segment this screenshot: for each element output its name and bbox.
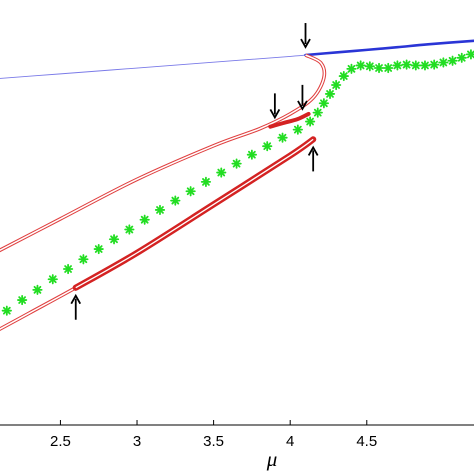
series-numerical-points — [1, 49, 474, 316]
data-point-star — [305, 116, 316, 127]
x-tick-label: 4 — [286, 433, 294, 450]
data-point-star — [124, 224, 135, 235]
data-point-star — [346, 63, 357, 74]
x-tick-label: 3 — [133, 433, 141, 450]
series-line-1 — [0, 54, 306, 79]
data-point-star — [324, 88, 336, 100]
data-point-star — [355, 60, 366, 71]
x-axis-label: μ — [266, 447, 278, 471]
plot-background — [0, 0, 474, 425]
data-point-star — [312, 107, 323, 118]
arrow-down-icon — [297, 84, 308, 111]
data-point-star — [17, 294, 28, 306]
data-point-star — [78, 254, 89, 265]
data-point-star — [338, 70, 349, 82]
data-point-star — [62, 263, 74, 275]
x-tick-label: 3.5 — [203, 433, 224, 450]
series-line-3 — [0, 53, 327, 253]
data-point-star — [447, 55, 458, 66]
data-point-star — [456, 52, 467, 63]
data-point-star — [429, 59, 440, 70]
arrow-up-icon — [307, 145, 319, 172]
data-point-star — [216, 167, 227, 178]
series-line-5 — [72, 136, 317, 291]
data-point-star — [200, 176, 212, 187]
x-tick-label: 4.5 — [356, 433, 377, 450]
data-point-star — [170, 195, 181, 206]
arrow-up-icon — [70, 293, 82, 320]
data-point-star — [246, 149, 257, 160]
data-point-star — [318, 98, 329, 109]
data-point-star — [465, 49, 474, 60]
data-point-star — [32, 284, 43, 295]
data-point-star — [364, 61, 375, 72]
data-point-star — [154, 204, 166, 216]
data-point-star — [410, 60, 421, 71]
x-tick-label: 2.5 — [50, 433, 71, 450]
data-point-star — [231, 158, 242, 169]
data-point-star — [331, 79, 342, 91]
data-point-star — [392, 60, 403, 71]
series-line-6 — [268, 111, 311, 129]
data-point-star — [93, 243, 104, 255]
data-point-star — [139, 214, 150, 225]
data-point-star — [292, 124, 303, 135]
data-point-star — [401, 59, 412, 70]
data-point-star — [438, 57, 449, 68]
data-point-star — [277, 132, 288, 143]
data-point-star — [383, 62, 394, 74]
data-point-star — [262, 141, 273, 152]
data-point-star — [1, 305, 12, 316]
arrow-down-icon — [300, 23, 311, 49]
series-line-2 — [304, 39, 474, 57]
data-point-star — [419, 60, 431, 71]
data-point-star — [108, 234, 120, 245]
arrow-down-icon — [269, 93, 281, 120]
data-point-star — [373, 62, 385, 74]
data-point-star — [185, 186, 196, 197]
data-point-star — [47, 274, 58, 285]
